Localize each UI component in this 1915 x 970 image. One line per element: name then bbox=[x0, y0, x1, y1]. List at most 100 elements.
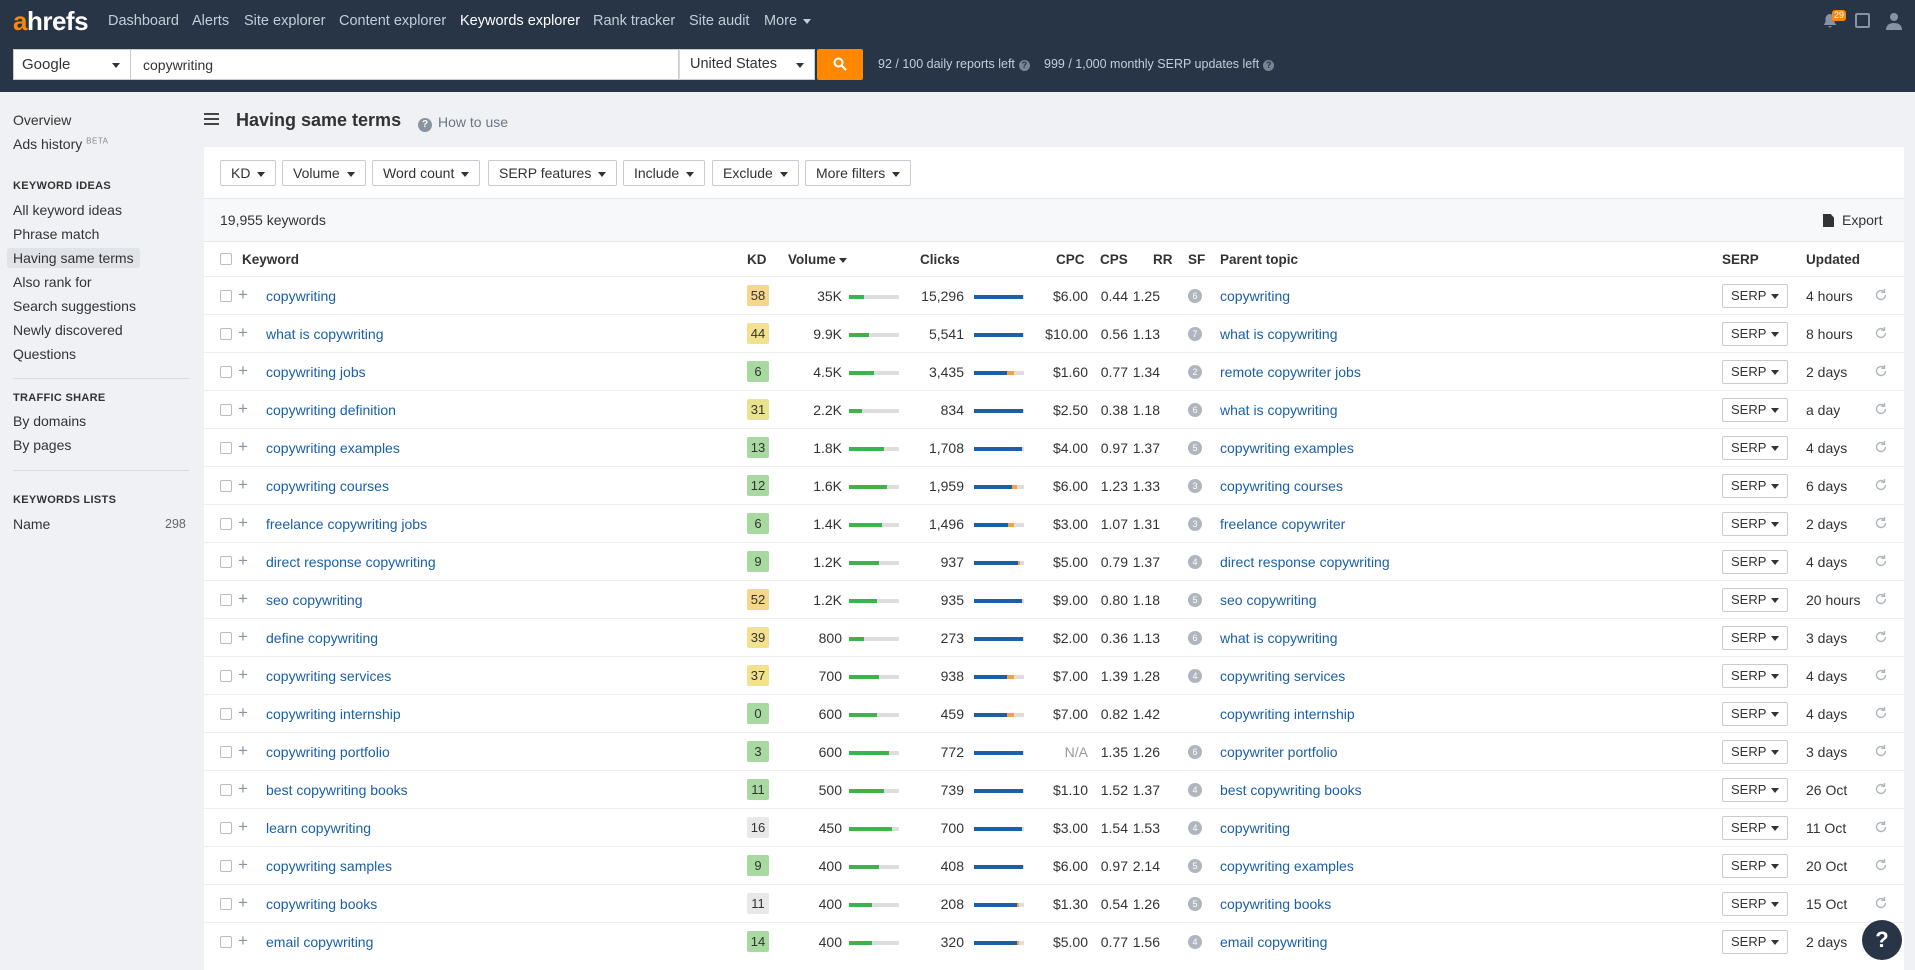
serp-features-count[interactable]: 5 bbox=[1188, 897, 1202, 911]
row-checkbox[interactable] bbox=[220, 442, 232, 454]
serp-features-count[interactable]: 3 bbox=[1188, 479, 1202, 493]
parent-topic-link[interactable]: copywriter portfolio bbox=[1220, 744, 1338, 760]
parent-topic-link[interactable]: best copywriting books bbox=[1220, 782, 1362, 798]
refresh-icon[interactable] bbox=[1874, 478, 1888, 492]
keyword-link[interactable]: copywriting portfolio bbox=[266, 744, 390, 760]
serp-features-count[interactable]: 4 bbox=[1188, 821, 1202, 835]
refresh-icon[interactable] bbox=[1874, 516, 1888, 530]
parent-topic-link[interactable]: copywriting services bbox=[1220, 668, 1346, 684]
serp-dropdown[interactable]: SERP bbox=[1722, 398, 1788, 422]
serp-dropdown[interactable]: SERP bbox=[1722, 664, 1788, 688]
row-checkbox[interactable] bbox=[220, 860, 232, 872]
add-to-list-icon[interactable]: + bbox=[238, 361, 248, 380]
add-to-list-icon[interactable]: + bbox=[238, 817, 248, 836]
keyword-link[interactable]: best copywriting books bbox=[266, 782, 408, 798]
filter-exclude[interactable]: Exclude bbox=[712, 160, 799, 186]
serp-dropdown[interactable]: SERP bbox=[1722, 512, 1788, 536]
serp-features-count[interactable]: 5 bbox=[1188, 593, 1202, 607]
serp-features-count[interactable]: 2 bbox=[1188, 365, 1202, 379]
nav-site-audit[interactable]: Site audit bbox=[689, 13, 749, 29]
sidebar-item-by-domains[interactable]: By domains bbox=[13, 413, 87, 429]
parent-topic-link[interactable]: email copywriting bbox=[1220, 934, 1328, 950]
row-checkbox[interactable] bbox=[220, 746, 232, 758]
sidebar-item-phrase-match[interactable]: Phrase match bbox=[13, 226, 100, 242]
add-to-list-icon[interactable]: + bbox=[238, 855, 248, 874]
sidebar-item-also-rank-for[interactable]: Also rank for bbox=[13, 274, 92, 290]
sidebar-item-search-suggestions[interactable]: Search suggestions bbox=[13, 298, 136, 314]
row-checkbox[interactable] bbox=[220, 708, 232, 720]
serp-dropdown[interactable]: SERP bbox=[1722, 360, 1788, 384]
add-to-list-icon[interactable]: + bbox=[238, 475, 248, 494]
serp-features-count[interactable]: 4 bbox=[1188, 935, 1202, 949]
how-to-use-link[interactable]: ? How to use bbox=[418, 114, 508, 132]
sidebar-item-all-keyword-ideas[interactable]: All keyword ideas bbox=[13, 202, 122, 218]
refresh-icon[interactable] bbox=[1874, 706, 1888, 720]
refresh-icon[interactable] bbox=[1874, 630, 1888, 644]
parent-topic-link[interactable]: copywriting internship bbox=[1220, 706, 1355, 722]
add-to-list-icon[interactable]: + bbox=[238, 665, 248, 684]
parent-topic-link[interactable]: what is copywriting bbox=[1220, 326, 1338, 342]
serp-features-count[interactable]: 4 bbox=[1188, 783, 1202, 797]
serp-features-count[interactable]: 5 bbox=[1188, 859, 1202, 873]
add-to-list-icon[interactable]: + bbox=[238, 741, 248, 760]
refresh-icon[interactable] bbox=[1874, 364, 1888, 378]
help-button[interactable]: ? bbox=[1862, 920, 1902, 960]
country-select[interactable]: United States bbox=[679, 49, 815, 80]
header-updated[interactable]: Updated bbox=[1806, 252, 1860, 267]
header-cpc[interactable]: CPC bbox=[1056, 252, 1085, 267]
help-icon[interactable]: ? bbox=[1018, 60, 1030, 71]
nav-keywords-explorer[interactable]: Keywords explorer bbox=[460, 13, 580, 29]
row-checkbox[interactable] bbox=[220, 670, 232, 682]
keyword-link[interactable]: seo copywriting bbox=[266, 592, 363, 608]
row-checkbox[interactable] bbox=[220, 290, 232, 302]
add-to-list-icon[interactable]: + bbox=[238, 551, 248, 570]
nav-site-explorer[interactable]: Site explorer bbox=[244, 13, 325, 29]
parent-topic-link[interactable]: copywriting bbox=[1220, 820, 1291, 836]
filter-volume[interactable]: Volume bbox=[282, 160, 366, 186]
header-parent-topic[interactable]: Parent topic bbox=[1220, 252, 1299, 267]
nav-rank-tracker[interactable]: Rank tracker bbox=[593, 13, 675, 29]
keyword-link[interactable]: freelance copywriting jobs bbox=[266, 516, 428, 532]
add-to-list-icon[interactable]: + bbox=[238, 779, 248, 798]
row-checkbox[interactable] bbox=[220, 784, 232, 796]
filter-include[interactable]: Include bbox=[623, 160, 706, 186]
refresh-icon[interactable] bbox=[1874, 744, 1888, 758]
header-clicks[interactable]: Clicks bbox=[920, 252, 960, 267]
parent-topic-link[interactable]: what is copywriting bbox=[1220, 630, 1338, 646]
refresh-icon[interactable] bbox=[1874, 402, 1888, 416]
keyword-link[interactable]: copywriting jobs bbox=[266, 364, 366, 380]
parent-topic-link[interactable]: copywriting examples bbox=[1220, 858, 1354, 874]
keyword-search-input[interactable] bbox=[131, 49, 679, 80]
parent-topic-link[interactable]: copywriting bbox=[1220, 288, 1291, 304]
help-icon[interactable]: ? bbox=[1263, 60, 1275, 71]
add-to-list-icon[interactable]: + bbox=[238, 323, 248, 342]
row-checkbox[interactable] bbox=[220, 822, 232, 834]
row-checkbox[interactable] bbox=[220, 632, 232, 644]
refresh-icon[interactable] bbox=[1874, 858, 1888, 872]
serp-features-count[interactable]: 6 bbox=[1188, 745, 1202, 759]
sidebar-item-by-pages[interactable]: By pages bbox=[13, 437, 72, 453]
refresh-icon[interactable] bbox=[1874, 326, 1888, 340]
add-to-list-icon[interactable]: + bbox=[238, 703, 248, 722]
select-all-checkbox[interactable] bbox=[220, 253, 232, 265]
add-to-list-icon[interactable]: + bbox=[238, 627, 248, 646]
search-button[interactable] bbox=[817, 49, 863, 80]
add-to-list-icon[interactable]: + bbox=[238, 931, 248, 950]
keyword-link[interactable]: copywriting internship bbox=[266, 706, 401, 722]
refresh-icon[interactable] bbox=[1874, 554, 1888, 568]
add-to-list-icon[interactable]: + bbox=[238, 285, 248, 304]
filter-serp-features[interactable]: SERP features bbox=[488, 160, 618, 186]
header-kd[interactable]: KD bbox=[747, 252, 767, 267]
add-to-list-icon[interactable]: + bbox=[238, 589, 248, 608]
nav-content-explorer[interactable]: Content explorer bbox=[339, 13, 446, 29]
ahrefs-logo[interactable]: ahrefs bbox=[13, 6, 89, 36]
keyword-link[interactable]: direct response copywriting bbox=[266, 554, 436, 570]
serp-dropdown[interactable]: SERP bbox=[1722, 702, 1788, 726]
serp-features-count[interactable]: 4 bbox=[1188, 555, 1202, 569]
row-checkbox[interactable] bbox=[220, 480, 232, 492]
header-cps[interactable]: CPS bbox=[1100, 252, 1128, 267]
serp-features-count[interactable]: 6 bbox=[1188, 403, 1202, 417]
add-to-list-icon[interactable]: + bbox=[238, 513, 248, 532]
keyword-link[interactable]: define copywriting bbox=[266, 630, 379, 646]
keyword-link[interactable]: copywriting samples bbox=[266, 858, 393, 874]
